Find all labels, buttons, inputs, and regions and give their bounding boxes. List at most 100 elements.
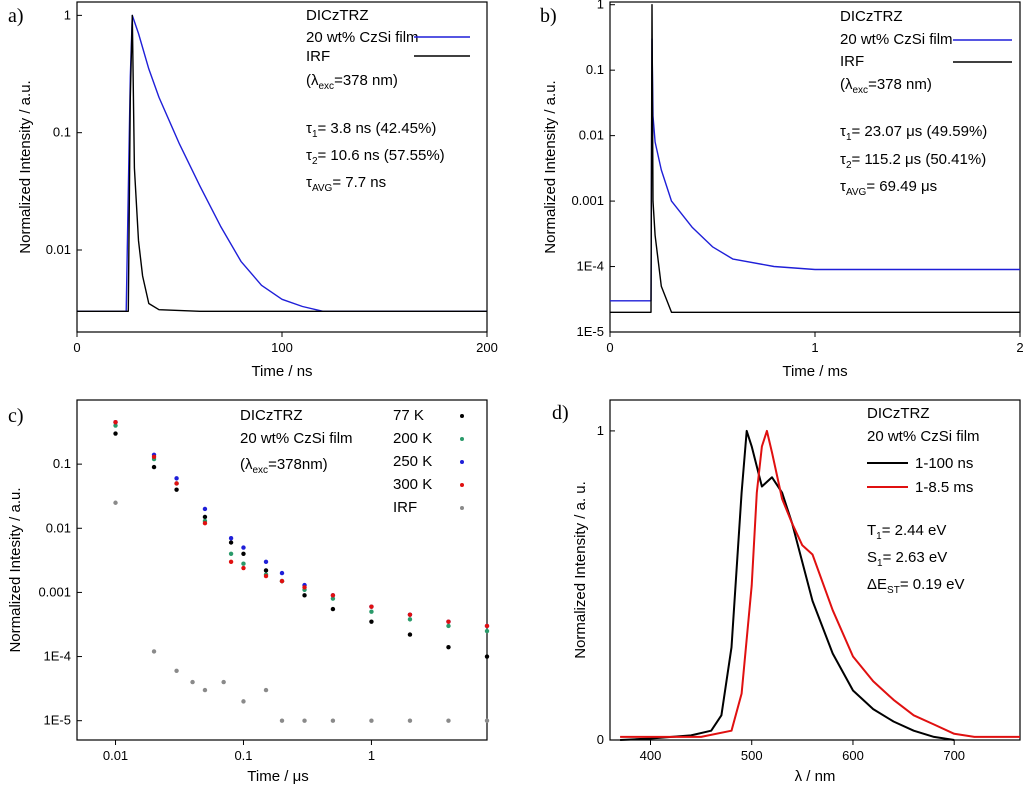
panel-c-point-irf: [484, 718, 490, 723]
panel-c-point-77-k: [263, 568, 269, 573]
panel-c-x-tick-label: 0.01: [103, 748, 128, 763]
panel-c-legend-250k-marker: [460, 460, 464, 464]
panel-c-point-250-k: [241, 545, 246, 550]
panel-c-point-300-k: [151, 454, 157, 460]
panel-c-point-250-k: [279, 570, 285, 576]
panel-b-ticks: 0 1 2 1E-5 1E-4 0.001 0.01 0.1 1: [571, 0, 1023, 355]
panel-c-frame: [76, 399, 488, 741]
panel-c-point-300-k: [369, 604, 374, 609]
panel-c-legend-300k: 300 K: [393, 476, 432, 493]
panel-b-legend-excitation: (λexc=378 nm): [840, 76, 932, 96]
panel-b-y-tick-label: 0.1: [586, 62, 604, 77]
panel-a-xlabel: Time / ns: [251, 363, 312, 380]
panel-d-delta-est: ΔEST= 0.19 eV: [867, 576, 964, 596]
panel-a-chart: a) 0 100 200 0.01 0.1 1 Time / ns Normalized …: [8, 1, 498, 380]
panel-b-series-20-wt-czsi-film: [610, 38, 1020, 302]
panel-a-legend-irf: IRF: [306, 48, 330, 65]
panel-d-ticks: 400 500 600 700 0 1: [597, 423, 965, 763]
panel-c-point-200-k: [446, 623, 451, 629]
panel-b-ylabel: Normalized Intensity / a.u.: [542, 80, 559, 253]
panel-c-point-300-k: [330, 593, 336, 598]
panel-a-letter: a): [8, 5, 24, 27]
panel-d-chart: d) 400 500 600 700 0 1 λ / nm Normalized Inte…: [552, 399, 1021, 785]
panel-c-xlabel: Time / μs: [247, 768, 308, 785]
panel-c-point-irf: [263, 687, 269, 693]
panel-b-y-tick-label: 1: [597, 0, 604, 12]
panel-c-point-irf: [279, 718, 285, 723]
panel-a-y-tick-label: 0.01: [46, 242, 71, 257]
panel-b-y-tick-label: 0.01: [579, 128, 604, 143]
panel-d-x-tick-label: 700: [943, 748, 965, 763]
panel-b-series-irf: [610, 3, 1020, 313]
panel-b-chart: b) 0 1 2 1E-5 1E-4 0.001 0.01 0.1 1 Time / ms No…: [540, 0, 1024, 380]
panel-a-series-irf: [77, 14, 487, 312]
panel-c-point-300-k: [446, 619, 451, 624]
panel-c-point-300-k: [302, 585, 307, 590]
panel-c-point-250-k: [202, 506, 208, 512]
panel-c-point-77-k: [202, 514, 208, 520]
panel-c-point-200-k: [407, 617, 413, 622]
panel-c-x-tick-label: 0.1: [234, 748, 252, 763]
panel-b-x-tick-label: 2: [1016, 340, 1023, 355]
panel-a-frame: [76, 1, 488, 333]
panel-c-point-irf: [113, 500, 118, 505]
panel-c-point-77-k: [241, 551, 246, 557]
panel-c-point-300-k: [484, 623, 490, 629]
panel-b-xlabel: Time / ms: [782, 363, 847, 380]
panel-a-y-tick-label: 1: [64, 7, 71, 22]
panel-d-xlabel: λ / nm: [795, 768, 836, 785]
panel-c-point-300-k: [228, 559, 234, 565]
panel-c-legend-subtitle: 20 wt% CzSi film: [240, 430, 353, 447]
panel-c-point-200-k: [241, 561, 246, 566]
panel-d-y-tick-label: 0: [597, 732, 604, 747]
panel-a-tau2: τ2= 10.6 ns (57.55%): [306, 147, 445, 167]
panel-d-letter: d): [552, 402, 569, 424]
panel-c-legend-200k: 200 K: [393, 430, 432, 447]
panel-a-legend-excitation: (λexc=378 nm): [306, 72, 398, 92]
panel-b-legend-title: DICzTRZ: [840, 8, 903, 25]
panel-a-series: [77, 14, 487, 312]
panel-d-legend-subtitle: 20 wt% CzSi film: [867, 428, 980, 445]
panel-d-x-tick-label: 400: [640, 748, 662, 763]
panel-d-series-1-8-5-ms: [620, 429, 1020, 738]
panel-a-y-tick-label: 0.1: [53, 125, 71, 140]
panel-c-point-200-k: [330, 596, 336, 601]
panel-d-ylabel: Normalized Intensity / a. u.: [572, 481, 589, 659]
panel-c-legend-excitation: (λexc=378nm): [240, 456, 328, 476]
panel-d-series-1-100-ns: [620, 429, 955, 741]
panel-c-point-250-k: [174, 476, 179, 481]
panel-d-s1: S1= 2.63 eV: [867, 549, 947, 569]
panel-c-legend: DICzTRZ 20 wt% CzSi film (λexc=378nm) 77…: [240, 407, 464, 516]
panel-c-point-irf: [446, 718, 451, 723]
panel-c-x-tick-label: 1: [368, 748, 375, 763]
panel-c-point-irf: [369, 718, 374, 723]
panel-c-point-300-k: [263, 573, 269, 579]
panel-c-ticks: 0.01 0.1 1 1E-5 1E-4 0.001 0.01 0.1: [38, 456, 375, 763]
panel-c-point-300-k: [202, 520, 208, 526]
panel-c-point-77-k: [369, 619, 374, 624]
panel-c-point-77-k: [151, 464, 157, 470]
panel-c-point-irf: [221, 679, 226, 685]
panel-b-tau1: τ1= 23.07 μs (49.59%): [840, 123, 987, 143]
panel-c-point-300-k: [279, 578, 285, 584]
panel-a-tau-avg: τAVG= 7.7 ns: [306, 174, 386, 194]
panel-b-legend: DICzTRZ 20 wt% CzSi film IRF (λexc=378 n…: [840, 8, 1012, 198]
panel-c-point-300-k: [241, 565, 246, 571]
panel-b-x-tick-label: 1: [811, 340, 818, 355]
panel-c-point-77-k: [113, 431, 118, 436]
panel-c-series: [113, 420, 490, 723]
panel-c-point-irf: [151, 649, 157, 654]
panel-a-ticks: 0 100 200 0.01 0.1 1: [46, 7, 498, 355]
panel-b-legend-sample: 20 wt% CzSi film: [840, 31, 953, 48]
panel-c-y-tick-label: 0.1: [53, 456, 71, 471]
panel-c-point-200-k: [369, 609, 374, 614]
panel-c-legend-title: DICzTRZ: [240, 407, 303, 424]
panel-d-x-tick-label: 600: [842, 748, 864, 763]
panel-c-letter: c): [8, 405, 24, 427]
panel-c-legend-77k-marker: [460, 414, 464, 418]
panel-c-legend-250k: 250 K: [393, 453, 432, 470]
panel-b-letter: b): [540, 5, 557, 27]
panel-c-point-77-k: [330, 606, 336, 612]
panel-b-tau2: τ2= 115.2 μs (50.41%): [840, 151, 986, 171]
